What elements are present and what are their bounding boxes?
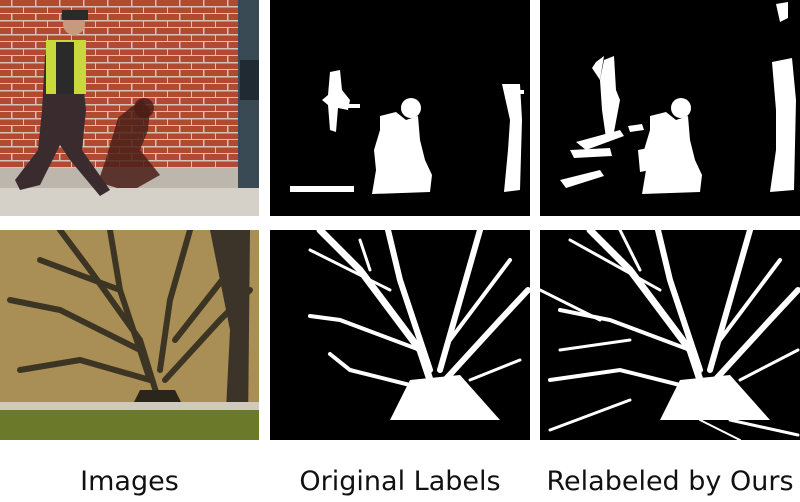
mask-original-row2 [270,230,530,440]
photo-tree-shadow [0,230,259,440]
photo-walking-man [0,0,259,216]
mask-relabeled-row1 [540,0,800,216]
caption-relabeled: Relabeled by Ours [546,466,794,497]
mask-relabeled-row2 [540,230,800,440]
caption-images: Images [80,466,179,497]
caption-original-labels: Original Labels [299,466,501,497]
mask-original-row1 [270,0,530,216]
